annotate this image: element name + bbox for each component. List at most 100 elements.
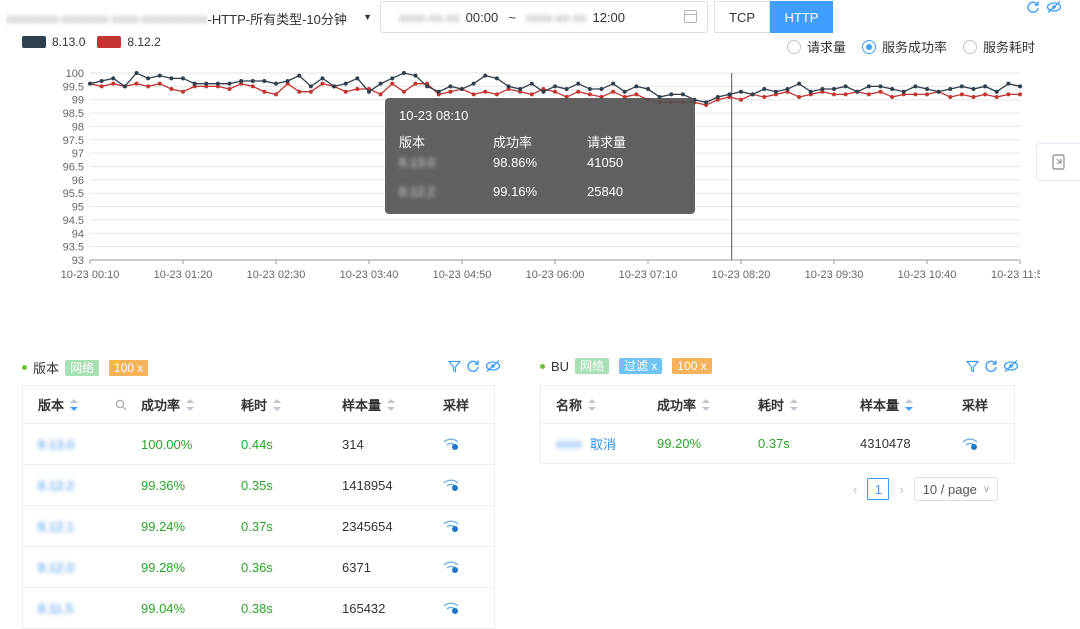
- data-point: [146, 76, 151, 81]
- sampling-wifi-icon: [443, 520, 459, 532]
- data-point: [878, 84, 883, 89]
- data-point: [855, 89, 860, 94]
- version-cell[interactable]: 8.13.0: [38, 436, 75, 452]
- data-point: [646, 87, 650, 92]
- bu-name-blurred: xxxx: [556, 436, 582, 451]
- column-header-rate[interactable]: 成功率: [141, 386, 195, 423]
- refresh-icon[interactable]: [984, 359, 998, 373]
- table-row[interactable]: 8.13.0 100.00% 0.44s 314: [23, 424, 494, 465]
- sampling-wifi-icon: [443, 561, 459, 573]
- table-header-row: 名称 成功率 耗时 样本量 采样: [541, 386, 1014, 424]
- refresh-icon[interactable]: [1026, 0, 1040, 14]
- column-header-name[interactable]: 名称: [556, 386, 597, 423]
- filter-icon[interactable]: [966, 360, 979, 373]
- chart-series: [88, 71, 1022, 108]
- data-point: [634, 84, 639, 89]
- column-header-rate[interactable]: 成功率: [657, 386, 711, 423]
- tag-network[interactable]: 网络: [65, 359, 100, 376]
- dimension-selector[interactable]: xxxxxxxx-xxxxxxx-xxxx-xxxxxxxxxx -HTTP-所…: [6, 5, 374, 31]
- data-point: [797, 95, 802, 100]
- column-header-samples[interactable]: 样本量: [860, 386, 914, 423]
- radio-success-rate[interactable]: 服务成功率: [862, 37, 947, 56]
- hide-eye-icon[interactable]: [1046, 0, 1062, 14]
- data-point: [797, 81, 802, 86]
- table-row[interactable]: 8.12.2 99.36% 0.35s 1418954: [23, 465, 494, 506]
- data-point: [739, 97, 743, 102]
- sampling-cell[interactable]: [443, 424, 461, 464]
- page-size-select[interactable]: 10 / page ∨: [913, 477, 998, 501]
- rate-cell: 99.28%: [141, 559, 186, 575]
- data-point: [378, 81, 383, 86]
- sampling-cell[interactable]: [443, 465, 461, 505]
- tooltip-count: 25840: [587, 184, 624, 199]
- time-cell: 0.36s: [241, 559, 273, 575]
- table-row[interactable]: 8.12.0 99.28% 0.36s 6371: [23, 547, 494, 588]
- legend-item[interactable]: 8.13.0: [22, 35, 85, 49]
- next-page-icon[interactable]: ›: [899, 481, 904, 497]
- version-cell[interactable]: 8.12.2: [38, 477, 75, 493]
- data-point: [715, 95, 720, 100]
- column-header-samples[interactable]: 样本量: [342, 386, 396, 423]
- radio-latency[interactable]: 服务耗时: [963, 37, 1035, 56]
- table-header-row: 版本 成功率 耗时 样本量 采样: [23, 386, 494, 424]
- tooltip-time: 10-23 08:10: [399, 108, 469, 123]
- data-point: [959, 92, 964, 97]
- data-point: [994, 89, 999, 94]
- data-point: [832, 87, 836, 92]
- table-row[interactable]: 8.12.1 99.24% 0.37s 2345654: [23, 506, 494, 547]
- side-feedback-tab[interactable]: [1036, 143, 1080, 181]
- tag-network[interactable]: 网络: [575, 358, 610, 374]
- column-header-version[interactable]: 版本: [38, 386, 79, 423]
- version-cell[interactable]: 8.11.5: [38, 600, 74, 616]
- sampling-cell[interactable]: [443, 506, 461, 546]
- page-number-current[interactable]: 1: [867, 478, 890, 500]
- version-cell[interactable]: 8.12.1: [38, 518, 75, 534]
- table-row[interactable]: 8.11.5 99.04% 0.38s 165432: [23, 588, 494, 629]
- search-icon[interactable]: [115, 386, 127, 423]
- column-header-time[interactable]: 耗时: [758, 386, 799, 423]
- data-point: [413, 73, 418, 78]
- y-tick-label: 96: [72, 175, 84, 187]
- caret-down-icon: ▼: [363, 12, 372, 22]
- data-point: [471, 81, 476, 86]
- y-tick-label: 95: [72, 202, 84, 214]
- radio-request-count[interactable]: 请求量: [787, 37, 846, 56]
- x-tick-label: 10-23 06:00: [526, 269, 585, 281]
- legend-item[interactable]: 8.12.2: [97, 35, 161, 49]
- tooltip-version: 8.12.2: [399, 184, 436, 199]
- version-cell[interactable]: 8.12.0: [38, 559, 75, 575]
- sampling-cell[interactable]: [962, 424, 980, 463]
- bu-name-cell[interactable]: xxxx 取消: [556, 424, 616, 463]
- tag-filter[interactable]: 过滤 x: [619, 358, 663, 374]
- data-point: [308, 84, 313, 89]
- data-point: [297, 73, 302, 78]
- tag-limit[interactable]: 100 x: [672, 358, 712, 374]
- data-point: [390, 81, 395, 86]
- protocol-http-button[interactable]: HTTP: [770, 1, 833, 33]
- data-point: [983, 84, 988, 89]
- y-tick-label: 97.5: [63, 135, 84, 147]
- prev-page-icon[interactable]: ‹: [853, 481, 858, 497]
- protocol-tcp-button[interactable]: TCP: [714, 1, 770, 33]
- sampling-cell[interactable]: [443, 588, 461, 628]
- tag-limit[interactable]: 100 x: [109, 359, 149, 376]
- data-point: [506, 84, 511, 89]
- table-row[interactable]: xxxx 取消 99.20% 0.37s 4310478: [541, 424, 1014, 464]
- data-point: [750, 92, 755, 97]
- filter-icon[interactable]: [448, 360, 461, 373]
- time-range-picker[interactable]: xxxx-xx-xx 00:00 ~ xxxx-xx-xx 12:00: [380, 1, 708, 33]
- data-point: [274, 81, 278, 86]
- data-point: [832, 92, 836, 97]
- samples-cell: 1418954: [342, 477, 393, 493]
- legend-swatch: [22, 36, 46, 48]
- column-header-time[interactable]: 耗时: [241, 386, 282, 423]
- tooltip-rate: 98.86%: [493, 155, 538, 170]
- rate-cell: 99.20%: [657, 436, 702, 451]
- version-panel-header: 版本 网络 100 x: [22, 358, 149, 377]
- hide-eye-icon[interactable]: [1003, 359, 1019, 373]
- sampling-cell[interactable]: [443, 547, 461, 587]
- hide-eye-icon[interactable]: [485, 359, 501, 373]
- refresh-icon[interactable]: [466, 359, 480, 373]
- data-point: [343, 89, 348, 94]
- protocol-switch: TCP HTTP: [714, 1, 833, 33]
